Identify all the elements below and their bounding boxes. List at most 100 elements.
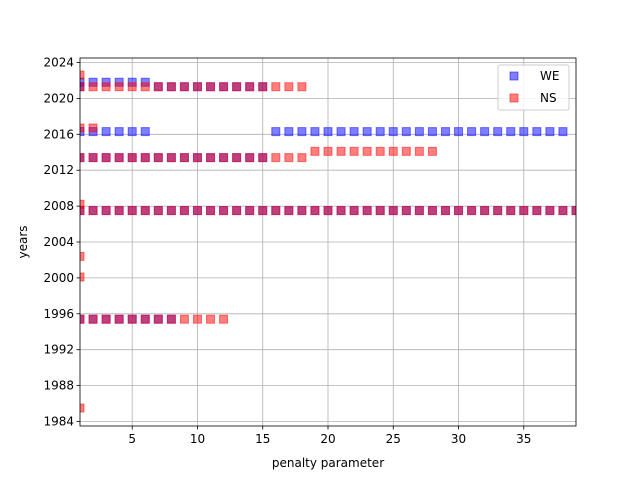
point-we xyxy=(427,127,437,137)
point-ns xyxy=(179,153,189,163)
point-ns xyxy=(297,206,307,216)
point-ns xyxy=(88,123,98,133)
y-tick-label: 2012 xyxy=(43,163,74,177)
point-ns xyxy=(323,146,333,156)
data-points xyxy=(80,70,576,413)
point-ns xyxy=(349,146,359,156)
point-ns xyxy=(166,206,176,216)
point-we xyxy=(310,127,320,137)
point-we xyxy=(493,127,503,137)
point-ns xyxy=(166,314,176,324)
point-we xyxy=(297,127,307,137)
point-ns xyxy=(258,82,268,92)
point-ns xyxy=(127,314,137,324)
point-ns xyxy=(388,206,398,216)
point-ns xyxy=(192,206,202,216)
x-tick-label: 10 xyxy=(190,432,205,446)
y-tick-label: 2004 xyxy=(43,235,74,249)
legend: WE NS xyxy=(497,64,570,111)
point-ns xyxy=(245,82,255,92)
y-tick-label: 1996 xyxy=(43,307,74,321)
point-ns xyxy=(271,206,281,216)
point-ns xyxy=(192,314,202,324)
point-ns xyxy=(297,153,307,163)
point-ns xyxy=(284,82,294,92)
point-ns xyxy=(219,82,229,92)
x-tick-label: 35 xyxy=(516,432,531,446)
y-tick-label: 2020 xyxy=(43,91,74,105)
point-ns xyxy=(297,82,307,92)
point-ns xyxy=(336,146,346,156)
legend-label-ns: NS xyxy=(540,91,557,105)
point-ns xyxy=(114,153,124,163)
point-ns xyxy=(232,82,242,92)
point-ns xyxy=(88,314,98,324)
point-ns xyxy=(310,206,320,216)
point-ns xyxy=(219,153,229,163)
point-ns xyxy=(80,70,85,80)
y-tick-label: 2024 xyxy=(43,55,74,69)
x-tick-label: 15 xyxy=(255,432,270,446)
point-ns xyxy=(427,206,437,216)
point-we xyxy=(532,127,542,137)
point-ns xyxy=(480,206,490,216)
point-ns xyxy=(179,82,189,92)
point-ns xyxy=(114,314,124,324)
point-ns xyxy=(401,146,411,156)
y-tick-label: 1984 xyxy=(43,415,74,429)
point-ns xyxy=(375,146,385,156)
point-ns xyxy=(127,206,137,216)
point-ns xyxy=(245,153,255,163)
point-ns xyxy=(271,82,281,92)
point-ns xyxy=(88,82,98,92)
point-ns xyxy=(153,82,163,92)
point-ns xyxy=(153,206,163,216)
point-ns xyxy=(80,82,85,92)
point-we xyxy=(362,127,372,137)
point-we xyxy=(101,127,111,137)
point-ns xyxy=(219,206,229,216)
point-we xyxy=(467,127,477,137)
point-ns xyxy=(192,153,202,163)
point-ns xyxy=(179,206,189,216)
point-ns xyxy=(232,206,242,216)
point-we xyxy=(349,127,359,137)
point-ns xyxy=(323,206,333,216)
point-ns xyxy=(206,153,216,163)
point-we xyxy=(114,127,124,137)
point-ns xyxy=(80,251,85,261)
point-ns xyxy=(80,206,85,216)
y-tick-label: 1992 xyxy=(43,343,74,357)
point-ns xyxy=(80,153,85,163)
point-ns xyxy=(127,82,137,92)
y-tick-label: 2016 xyxy=(43,127,74,141)
y-axis-label: years xyxy=(16,225,30,258)
legend-marker-we xyxy=(509,71,519,81)
x-tick-label: 5 xyxy=(128,432,136,446)
point-we xyxy=(375,127,385,137)
x-tick-label: 20 xyxy=(320,432,335,446)
point-ns xyxy=(101,82,111,92)
point-ns xyxy=(140,314,150,324)
point-ns xyxy=(271,153,281,163)
point-ns xyxy=(219,314,229,324)
point-ns xyxy=(349,206,359,216)
point-ns xyxy=(206,314,216,324)
point-ns xyxy=(88,206,98,216)
point-ns xyxy=(101,206,111,216)
point-ns xyxy=(427,146,437,156)
point-ns xyxy=(80,123,85,133)
point-ns xyxy=(362,206,372,216)
point-ns xyxy=(245,206,255,216)
point-ns xyxy=(206,206,216,216)
point-ns xyxy=(206,82,216,92)
point-ns xyxy=(454,206,464,216)
point-ns xyxy=(80,314,85,324)
point-we xyxy=(519,127,529,137)
point-ns xyxy=(166,153,176,163)
point-ns xyxy=(88,153,98,163)
point-ns xyxy=(467,206,477,216)
point-ns xyxy=(153,153,163,163)
point-ns xyxy=(179,314,189,324)
point-ns xyxy=(80,403,85,413)
